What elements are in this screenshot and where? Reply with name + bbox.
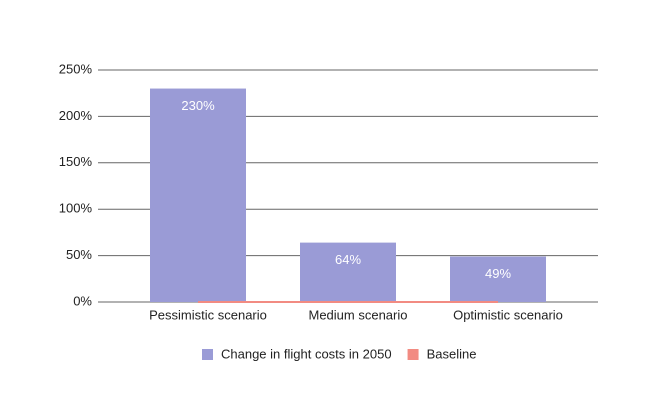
legend-swatch (202, 349, 213, 360)
y-tick-label: 50% (66, 247, 92, 262)
y-tick-label: 200% (59, 108, 93, 123)
legend-swatch (407, 349, 419, 360)
y-tick-label: 100% (59, 201, 93, 216)
y-tick-label: 150% (59, 154, 93, 169)
legend-label: Change in flight costs in 2050 (221, 346, 392, 361)
bar (450, 256, 546, 302)
data-label: 64% (335, 252, 361, 267)
bar (300, 242, 396, 302)
legend-label: Baseline (427, 346, 477, 361)
y-tick-label: 0% (73, 293, 92, 308)
data-label: 49% (485, 266, 511, 281)
data-label: 230% (181, 98, 215, 113)
x-tick-label: Medium scenario (309, 307, 408, 322)
bar (150, 88, 246, 302)
x-tick-label: Pessimistic scenario (149, 307, 267, 322)
x-tick-label: Optimistic scenario (453, 307, 563, 322)
y-tick-label: 250% (59, 61, 93, 76)
